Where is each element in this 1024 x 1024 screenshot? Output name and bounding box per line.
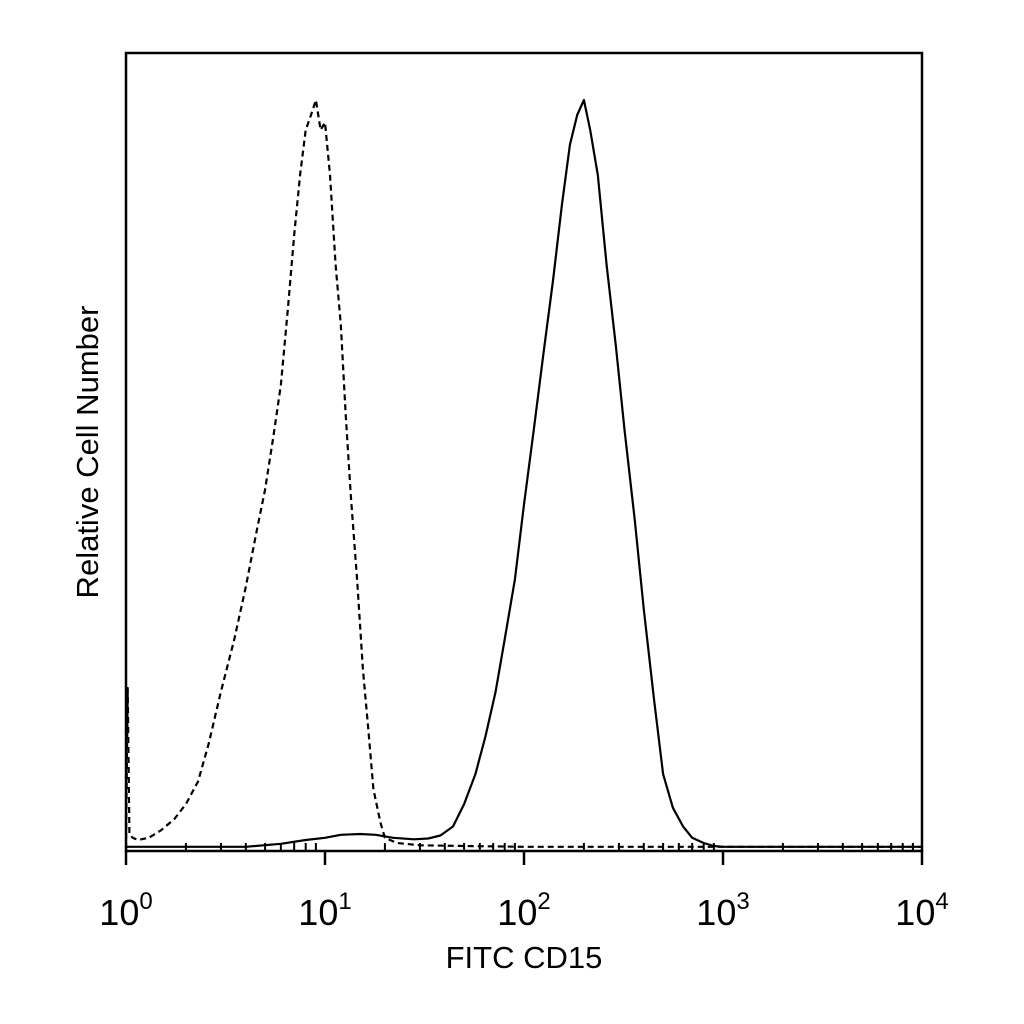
- x-tick-label: 103: [696, 888, 749, 933]
- plot-frame: [124, 51, 924, 853]
- x-tick-label: 100: [99, 888, 152, 933]
- x-tick-label: 102: [497, 888, 550, 933]
- x-tick-labels: 100 101 102 103 104: [99, 888, 948, 933]
- solid-histogram-line: [126, 98, 922, 848]
- x-major-ticks: [124, 851, 924, 865]
- x-tick-label: 101: [298, 888, 351, 933]
- series-layer: [124, 98, 922, 850]
- dashed-histogram-line: [124, 98, 922, 850]
- x-axis-title: FITC CD15: [446, 940, 603, 975]
- y-axis-title: Relative Cell Number: [70, 306, 105, 599]
- x-tick-label: 104: [895, 888, 948, 933]
